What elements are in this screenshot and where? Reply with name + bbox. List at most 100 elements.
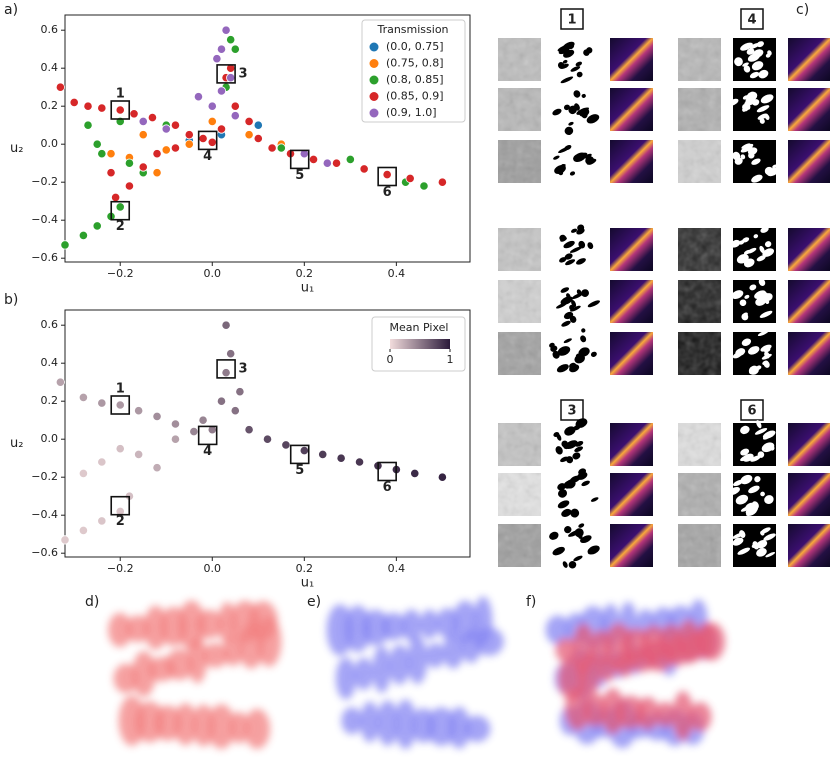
binary-blob [552,350,560,359]
binary-blob [759,245,765,254]
blob [426,642,445,668]
binary-blob [756,540,768,549]
colorbar-tick-label: 1 [447,353,454,366]
blob [545,615,571,645]
binary-blob [754,428,768,435]
point [331,158,342,168]
point [345,154,355,164]
binary-blob [578,468,587,476]
point [198,133,208,144]
spectrum-image [610,280,653,323]
spectrum-image [610,140,653,183]
design-texture [678,524,721,567]
binary-blob [575,61,583,67]
x-tick-label: 0.0 [204,267,222,280]
design-texture [678,38,721,81]
binary-blob [553,155,560,160]
point [147,113,158,123]
y-tick-label: 0.0 [41,137,59,150]
blob [394,699,417,750]
blob [108,612,132,648]
binary-blob [746,247,757,254]
group-box [740,399,764,421]
blob [583,693,607,727]
point [216,396,227,406]
binary-blob [740,454,751,462]
binary-blob [562,561,568,568]
binary-blob [558,47,570,55]
blob [555,637,577,663]
point [230,111,240,121]
binary-blob [560,287,570,293]
blob [389,644,411,685]
binary-blob [573,555,583,562]
binary-blob [763,293,773,301]
point [97,103,107,113]
colorbar-tick-label: 0 [387,353,394,366]
binary-blob [756,105,770,113]
binary-blob [735,348,746,357]
binary-blob [740,425,750,435]
group-box [560,8,584,30]
point [299,445,309,456]
binary-blob [749,71,760,79]
design-texture [498,228,541,271]
binary-blob [763,360,770,368]
binary-blob [572,452,581,460]
panel-label: b) [4,292,18,308]
point [60,535,70,545]
point [78,468,89,478]
binary-blob [581,289,589,297]
legend-label: (0.0, 0.75] [386,40,444,53]
binary-blob [751,501,759,510]
y-tick-label: 0.4 [41,61,59,74]
spectrum-image [788,473,830,516]
blob [223,635,243,666]
point [410,468,420,478]
blob [448,706,471,749]
binary-blob [569,304,575,311]
y-tick-label: 0.2 [41,394,59,407]
binary-blob [576,228,585,235]
legend-marker [369,59,379,68]
binary-blob [738,240,745,245]
point [226,73,236,83]
binary-blob [734,157,743,165]
point [207,137,217,147]
point [244,130,254,140]
binary-blob [552,546,565,556]
point [161,124,171,134]
design-texture [498,140,541,183]
annotation-label: 5 [295,168,304,183]
point [230,44,240,54]
binary-blob [760,226,769,233]
blob [335,657,357,700]
point [124,158,135,168]
binary-blob [757,330,770,337]
binary-blob [570,66,581,72]
design-texture [498,280,541,323]
binary-blob [584,153,592,159]
blob [407,635,428,685]
point [97,398,107,408]
point [354,457,365,467]
point [184,130,194,140]
point [170,434,181,444]
design-texture [678,332,721,375]
point [216,124,227,134]
blob [202,643,229,668]
binary-blob [740,154,746,160]
design-texture [678,473,721,516]
point [359,164,369,174]
binary-blob [750,455,761,462]
blob [436,608,459,639]
blob [578,652,601,696]
binary-blob [568,561,577,569]
annotation-label: 4 [203,149,212,164]
binary-blob [748,485,760,494]
point [161,145,171,155]
binary-blob [751,174,763,183]
binary-blob [587,545,600,555]
point [276,143,286,153]
